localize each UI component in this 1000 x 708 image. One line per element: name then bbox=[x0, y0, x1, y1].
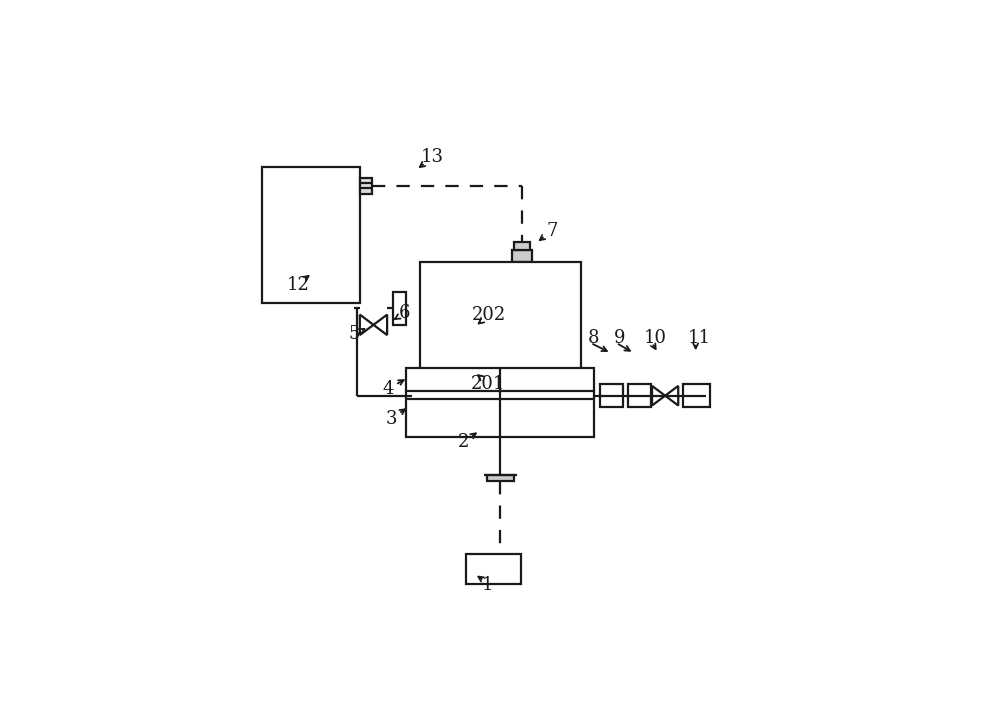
Bar bbox=[360, 178, 372, 194]
Bar bbox=[420, 262, 581, 371]
Text: 2: 2 bbox=[458, 433, 469, 451]
Text: 11: 11 bbox=[688, 329, 711, 347]
Text: 6: 6 bbox=[398, 304, 410, 322]
Text: 8: 8 bbox=[588, 329, 599, 347]
Bar bbox=[393, 292, 406, 325]
Text: 13: 13 bbox=[421, 148, 444, 166]
Text: 202: 202 bbox=[471, 306, 506, 324]
Bar bbox=[262, 167, 360, 303]
Bar bbox=[406, 368, 594, 437]
Bar bbox=[487, 475, 514, 481]
Bar bbox=[514, 242, 530, 250]
Bar bbox=[683, 384, 710, 407]
Text: 10: 10 bbox=[644, 329, 667, 347]
Text: 1: 1 bbox=[482, 576, 494, 595]
Bar bbox=[466, 554, 521, 584]
Bar bbox=[628, 384, 651, 407]
Text: 5: 5 bbox=[349, 325, 360, 343]
Text: 12: 12 bbox=[286, 276, 309, 294]
Text: 7: 7 bbox=[546, 222, 557, 239]
Text: 201: 201 bbox=[471, 375, 505, 393]
Text: 4: 4 bbox=[383, 380, 394, 398]
Text: 9: 9 bbox=[614, 329, 625, 347]
Bar bbox=[600, 384, 623, 407]
Text: 3: 3 bbox=[386, 410, 397, 428]
Bar bbox=[512, 250, 532, 262]
